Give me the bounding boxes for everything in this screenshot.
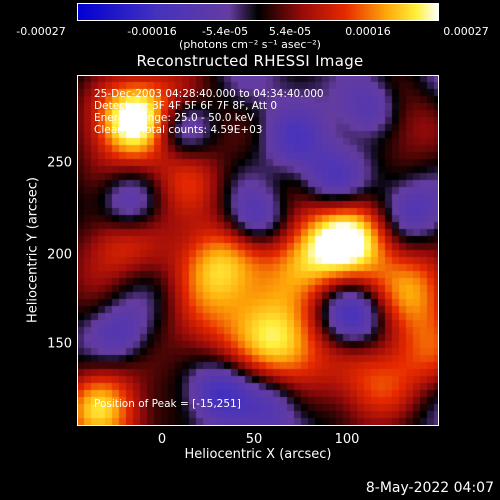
info-energy-range: Energy Range: 25.0 - 50.0 keV [94,112,255,124]
chart-title: Reconstructed RHESSI Image [136,52,364,70]
info-detectors: Detectors: 3F 4F 5F 6F 7F 8F, Att 0 [94,100,278,112]
info-time-range: 25-Dec-2003 04:28:40.000 to 04:34:40.000 [94,88,324,100]
colorbar-tick: -0.00027 [16,25,66,38]
info-clean-counts: Clean Total counts: 4.59E+03 [94,124,263,136]
footer-date: 8-May-2022 04:07 [365,480,494,496]
colorbar-tick: 0.00027 [443,25,489,38]
colorbar-tick: 0.00016 [345,25,391,38]
colorbar-unit-label: (photons cm⁻² s⁻¹ asec⁻²) [179,38,321,51]
x-tick-label: 100 [334,432,360,447]
x-tick-label: 50 [245,432,263,447]
x-axis-label: Heliocentric X (arcsec) [184,447,332,462]
x-tick-label: 0 [157,432,167,447]
colorbar-tick: 5.4e-05 [268,25,312,38]
colorbar-tick: -0.00016 [127,25,177,38]
y-axis-label: Heliocentric Y (arcsec) [25,177,41,323]
info-peak-position: Position of Peak = [-15,251] [94,398,241,410]
y-tick-label: 200 [47,247,72,263]
plot-area [77,75,439,426]
heatmap-image [77,75,439,426]
y-tick-label: 150 [47,336,72,352]
colorbar-tick: -5.4e-05 [201,25,249,38]
colorbar [77,3,439,21]
y-tick-label: 250 [47,155,72,171]
